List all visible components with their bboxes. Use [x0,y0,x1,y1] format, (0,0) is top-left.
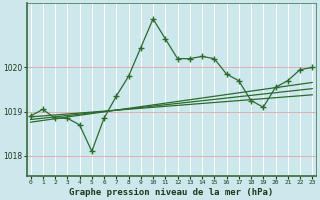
X-axis label: Graphe pression niveau de la mer (hPa): Graphe pression niveau de la mer (hPa) [69,188,274,197]
